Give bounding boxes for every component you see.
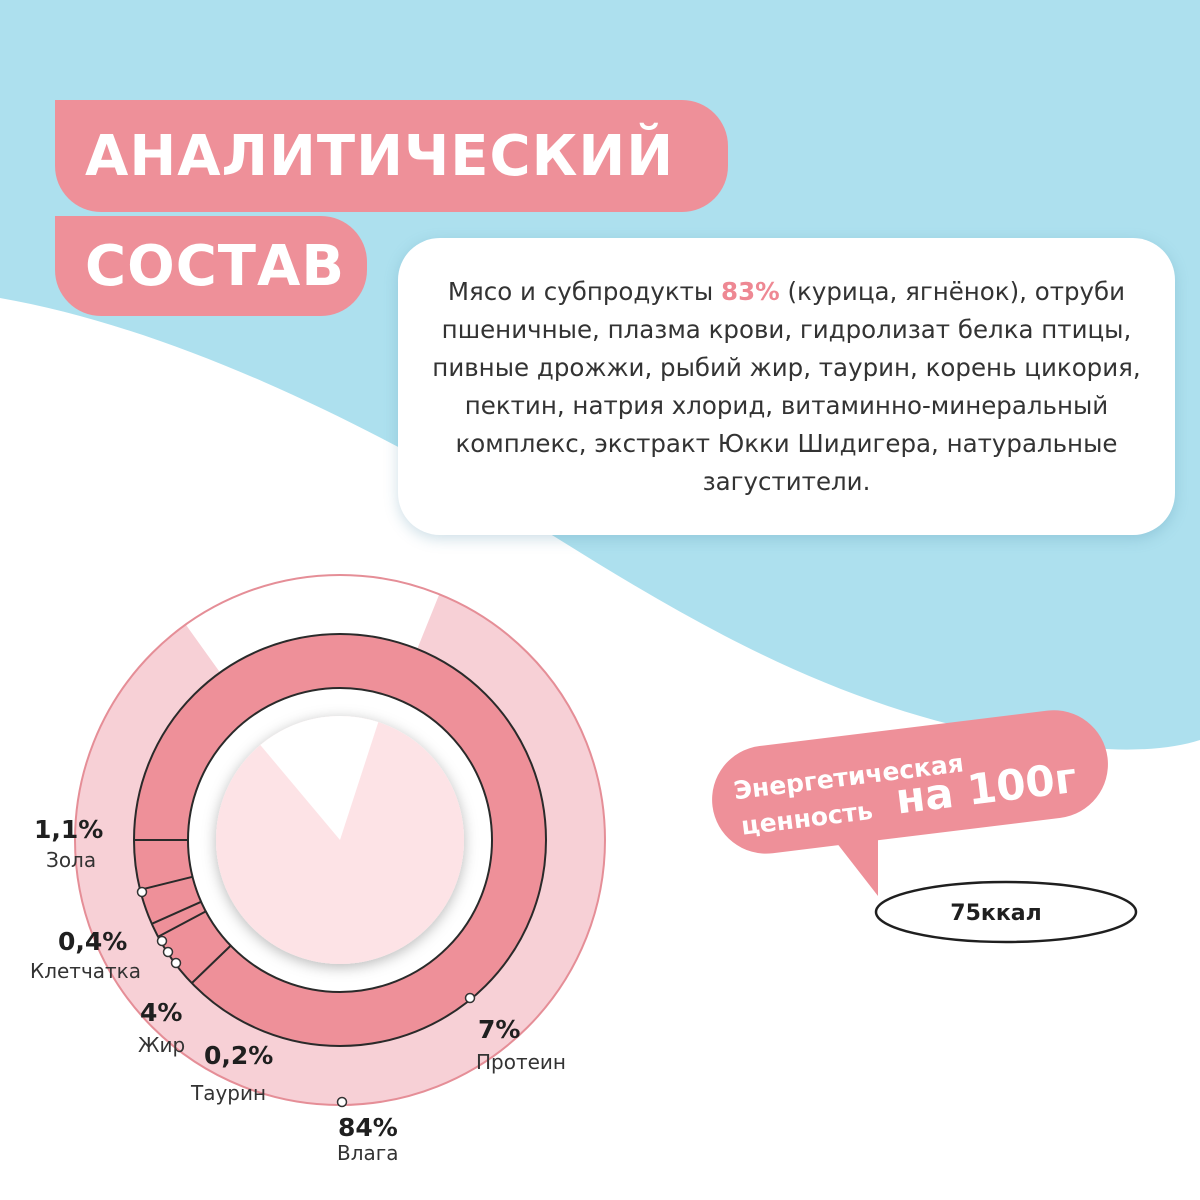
chart-value-taurine: 0,2% — [204, 1041, 273, 1070]
composition-card: Мясо и субпродукты 83% (курица, ягнёнок)… — [398, 238, 1175, 535]
title-line-1: АНАЛИТИЧЕСКИЙ — [55, 100, 728, 212]
divider-protein — [191, 944, 232, 984]
divider-fat — [157, 910, 207, 938]
chart-label-taurine: Таурин — [190, 1081, 266, 1105]
marker-dot-fiber — [156, 935, 168, 947]
chart-label-moisture: Влага — [337, 1141, 399, 1165]
marker-dot-moisture — [336, 1096, 348, 1108]
chart-middle-dividers — [134, 839, 232, 984]
marker-dot-ash — [136, 886, 148, 898]
chart-value-protein: 7% — [478, 1015, 520, 1044]
marker-dot-protein — [464, 992, 476, 1004]
energy-value: 75ккал — [950, 901, 1041, 926]
composition-rest: (курица, ягнёнок), отруби пшеничные, пла… — [432, 276, 1141, 496]
chart-label-fat: Жир — [138, 1033, 185, 1057]
composition-highlight: 83% — [721, 276, 780, 306]
energy-bubble-shape — [712, 710, 1108, 854]
title-line-2: СОСТАВ — [55, 216, 367, 316]
chart-label-ash: Зола — [46, 848, 96, 872]
composition-text: Мясо и субпродукты 83% (курица, ягнёнок)… — [417, 273, 1157, 501]
energy-bubble-tail — [836, 838, 878, 896]
chart-value-fat: 4% — [140, 998, 182, 1027]
divider-fiber — [139, 875, 193, 891]
divider-taurine — [151, 900, 202, 925]
marker-dot-fat — [170, 957, 182, 969]
chart-label-protein: Протеин — [476, 1050, 566, 1074]
chart-label-fiber: Клетчатка — [30, 959, 141, 983]
energy-value-oval — [874, 880, 1138, 944]
chart-value-fiber: 0,4% — [58, 927, 127, 956]
composition-prefix: Мясо и субпродукты — [447, 276, 714, 306]
title-line-2-text: СОСТАВ — [85, 233, 346, 299]
marker-dot-taurine — [162, 946, 174, 958]
chart-center-wedge — [260, 716, 379, 840]
title-line-1-text: АНАЛИТИЧЕСКИЙ — [85, 123, 675, 189]
chart-value-ash: 1,1% — [34, 815, 103, 844]
chart-value-moisture: 84% — [338, 1113, 398, 1142]
